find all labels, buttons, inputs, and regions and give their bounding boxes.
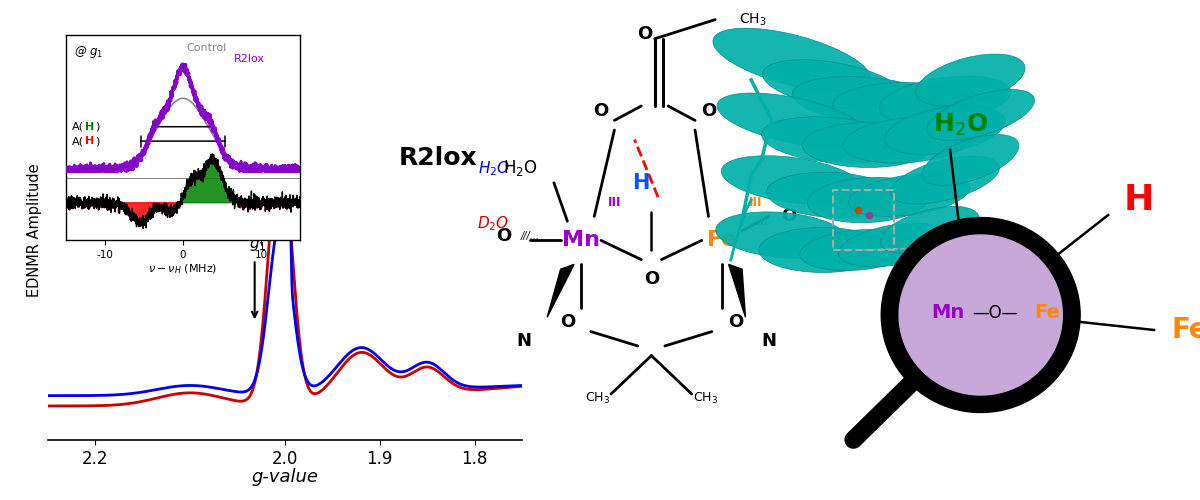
Text: CH$_3$: CH$_3$ [692, 391, 718, 406]
Text: Mn: Mn [562, 230, 600, 250]
Text: $H_2O$: $H_2O$ [478, 159, 510, 178]
Text: ///...: ///... [521, 230, 540, 240]
Text: A(: A( [72, 136, 84, 146]
Ellipse shape [803, 122, 935, 168]
Bar [833, 190, 894, 250]
Text: H: H [85, 136, 95, 146]
Text: CH$_3$: CH$_3$ [739, 12, 767, 28]
Text: $D_2O$: $D_2O$ [478, 214, 510, 233]
Ellipse shape [800, 230, 917, 270]
Y-axis label: EDNMR Amplitude: EDNMR Amplitude [28, 163, 42, 297]
Text: III: III [749, 196, 762, 208]
Ellipse shape [762, 117, 904, 163]
Ellipse shape [718, 93, 866, 147]
Text: O: O [701, 102, 716, 120]
Text: ): ) [95, 122, 100, 132]
Text: —O—: —O— [972, 304, 1018, 322]
Ellipse shape [916, 54, 1025, 106]
Polygon shape [881, 218, 1080, 412]
Text: O: O [643, 270, 659, 288]
Text: Fe: Fe [1034, 303, 1060, 322]
Text: $g_1$: $g_1$ [248, 236, 266, 252]
Ellipse shape [890, 156, 1000, 204]
Ellipse shape [767, 172, 899, 218]
Text: Control: Control [186, 43, 227, 53]
Ellipse shape [758, 228, 887, 272]
Ellipse shape [884, 106, 1006, 154]
Text: R2lox: R2lox [398, 146, 478, 170]
Ellipse shape [926, 90, 1034, 140]
Ellipse shape [844, 117, 976, 163]
Polygon shape [899, 235, 1062, 395]
Text: N: N [516, 332, 532, 350]
Text: @ $g_1$: @ $g_1$ [74, 44, 103, 60]
Text: Mn: Mn [931, 303, 964, 322]
Ellipse shape [880, 76, 1010, 124]
Text: O: O [496, 226, 511, 244]
Ellipse shape [808, 178, 930, 222]
Polygon shape [728, 264, 745, 317]
Text: H$_2$O: H$_2$O [932, 112, 988, 138]
Text: R2lox: R2lox [234, 54, 265, 64]
Ellipse shape [922, 134, 1019, 186]
Text: H: H [632, 173, 650, 193]
Text: H: H [1123, 183, 1154, 217]
Ellipse shape [715, 212, 848, 258]
Ellipse shape [762, 60, 904, 110]
Ellipse shape [792, 76, 944, 124]
Text: Fe: Fe [707, 230, 737, 250]
Text: O: O [727, 313, 743, 331]
Ellipse shape [881, 206, 979, 254]
Text: g-value: g-value [252, 468, 318, 486]
Text: O: O [781, 208, 797, 226]
Text: O: O [559, 313, 575, 331]
X-axis label: $\nu - \nu_H$ (MHz): $\nu - \nu_H$ (MHz) [149, 262, 217, 276]
Ellipse shape [848, 174, 970, 216]
Text: CH$_3$: CH$_3$ [586, 391, 610, 406]
Ellipse shape [721, 156, 863, 204]
Text: Fe: Fe [1171, 316, 1200, 344]
Ellipse shape [833, 82, 976, 128]
Text: O: O [593, 102, 608, 120]
Text: H: H [85, 122, 95, 132]
Text: ...///: .../// [750, 216, 769, 226]
Text: A(: A( [72, 122, 84, 132]
Text: O: O [637, 25, 653, 43]
Polygon shape [547, 264, 574, 317]
Text: ): ) [95, 136, 100, 146]
Ellipse shape [713, 28, 871, 92]
Text: N: N [762, 332, 776, 350]
Ellipse shape [839, 223, 949, 267]
Text: III: III [607, 196, 622, 208]
Text: H$_2$O: H$_2$O [503, 158, 538, 178]
